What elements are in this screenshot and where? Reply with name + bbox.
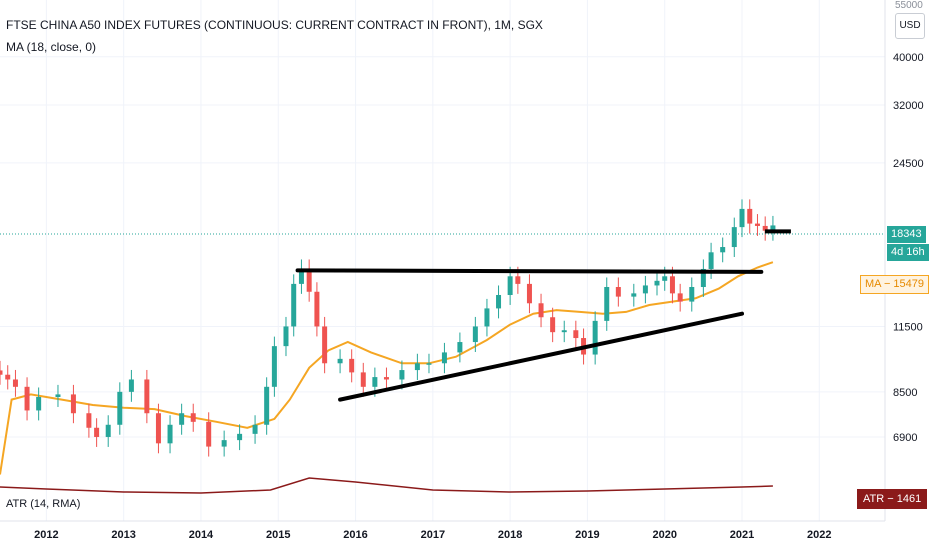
candle-body [190, 413, 196, 422]
candle-body [372, 377, 378, 387]
price-tick-top: 55000 [895, 0, 923, 11]
candle-body [642, 285, 648, 294]
candle-body [615, 287, 621, 297]
candle-body [264, 386, 270, 425]
candle-body [237, 433, 243, 441]
candle-body [128, 379, 134, 392]
candle-body [662, 276, 668, 281]
time-tick-label: 2017 [421, 529, 445, 541]
candle-body [55, 394, 61, 398]
chart-title: FTSE CHINA A50 INDEX FUTURES (CONTINUOUS… [6, 18, 543, 32]
candle-body [747, 208, 753, 224]
time-tick-label: 2015 [266, 529, 290, 541]
candle-body [762, 225, 768, 231]
candle-body [383, 377, 389, 380]
candle-body [515, 276, 521, 284]
candle-body [550, 317, 556, 333]
candle-body [291, 283, 297, 327]
candle-body [252, 424, 258, 434]
atr-line [0, 477, 773, 494]
candle-body [12, 379, 18, 387]
candle-body [604, 287, 610, 321]
time-tick-label: 2013 [111, 529, 135, 541]
atr-value-tag: ATR − 1461 [857, 489, 928, 509]
ma-value-tag: MA − 15479 [860, 275, 930, 294]
candle-body [0, 370, 3, 375]
candle-body [167, 424, 173, 444]
ma-study-label[interactable]: MA (18, close, 0) [6, 40, 97, 54]
candle-body [720, 247, 726, 253]
candle-body [573, 330, 579, 339]
candle-body [484, 308, 490, 327]
candle-body [298, 268, 304, 284]
candle-body [322, 326, 328, 364]
candle-body [669, 276, 675, 294]
currency-button[interactable]: USD [895, 13, 925, 39]
candle-body [94, 427, 100, 437]
last-price-tag: 18343 [887, 226, 926, 243]
candle-body [86, 413, 92, 428]
time-tick-label: 2018 [498, 529, 522, 541]
candle-body [24, 386, 30, 411]
candle-body [457, 342, 463, 353]
candle-body [770, 225, 776, 231]
candle-body [654, 280, 660, 286]
trendline-resistance[interactable] [295, 268, 764, 274]
time-tick-label: 2014 [189, 529, 214, 541]
candle-body [754, 223, 760, 226]
candle-body [306, 268, 312, 292]
candle-body [105, 424, 111, 437]
time-tick-label: 2020 [652, 529, 676, 541]
trendline-support[interactable] [338, 311, 745, 402]
candle-body [144, 379, 150, 414]
candle-body [271, 346, 277, 387]
time-tick-label: 2012 [34, 529, 58, 541]
candle-body [179, 413, 185, 425]
bar-countdown-tag: 4d 16h [887, 244, 929, 261]
candle-body [731, 227, 737, 248]
price-tick-label: 6900 [893, 432, 917, 444]
time-tick-label: 2016 [343, 529, 367, 541]
time-tick-label: 2022 [807, 529, 831, 541]
candle-body [507, 276, 513, 295]
candle-body [441, 352, 447, 364]
candle-body [283, 326, 289, 347]
candle-body [700, 268, 706, 288]
candle-body [5, 374, 11, 380]
candle-body [70, 394, 76, 414]
candle-body [472, 326, 478, 343]
candle-body [399, 370, 405, 380]
candle-body [739, 208, 745, 228]
candle-body [314, 291, 320, 327]
candle-body [677, 293, 683, 302]
candle-body [561, 330, 567, 333]
price-tick-label: 24500 [893, 158, 924, 170]
price-tick-label: 40000 [893, 52, 924, 64]
time-tick-label: 2019 [575, 529, 599, 541]
candle-body [708, 252, 714, 269]
time-tick-label: 2021 [730, 529, 754, 541]
candle-body [221, 440, 227, 447]
candle-body [414, 363, 420, 371]
candle-body [155, 413, 161, 444]
price-tick-label: 11500 [893, 321, 923, 333]
price-tick-label: 8500 [893, 387, 917, 399]
candle-body [526, 283, 532, 304]
candle-body [117, 391, 123, 425]
candle-body [631, 293, 637, 297]
price-tick-label: 32000 [893, 100, 924, 112]
candle-body [349, 358, 355, 373]
candle-body [689, 287, 695, 302]
candle-body [426, 363, 432, 365]
candle-body [592, 320, 598, 355]
candle-body [337, 358, 343, 364]
candle-body [538, 303, 544, 318]
atr-study-label[interactable]: ATR (14, RMA) [6, 498, 81, 510]
candle-body [206, 421, 212, 447]
candle-body [360, 372, 366, 387]
candle-body [36, 397, 42, 411]
candle-body [496, 294, 502, 309]
